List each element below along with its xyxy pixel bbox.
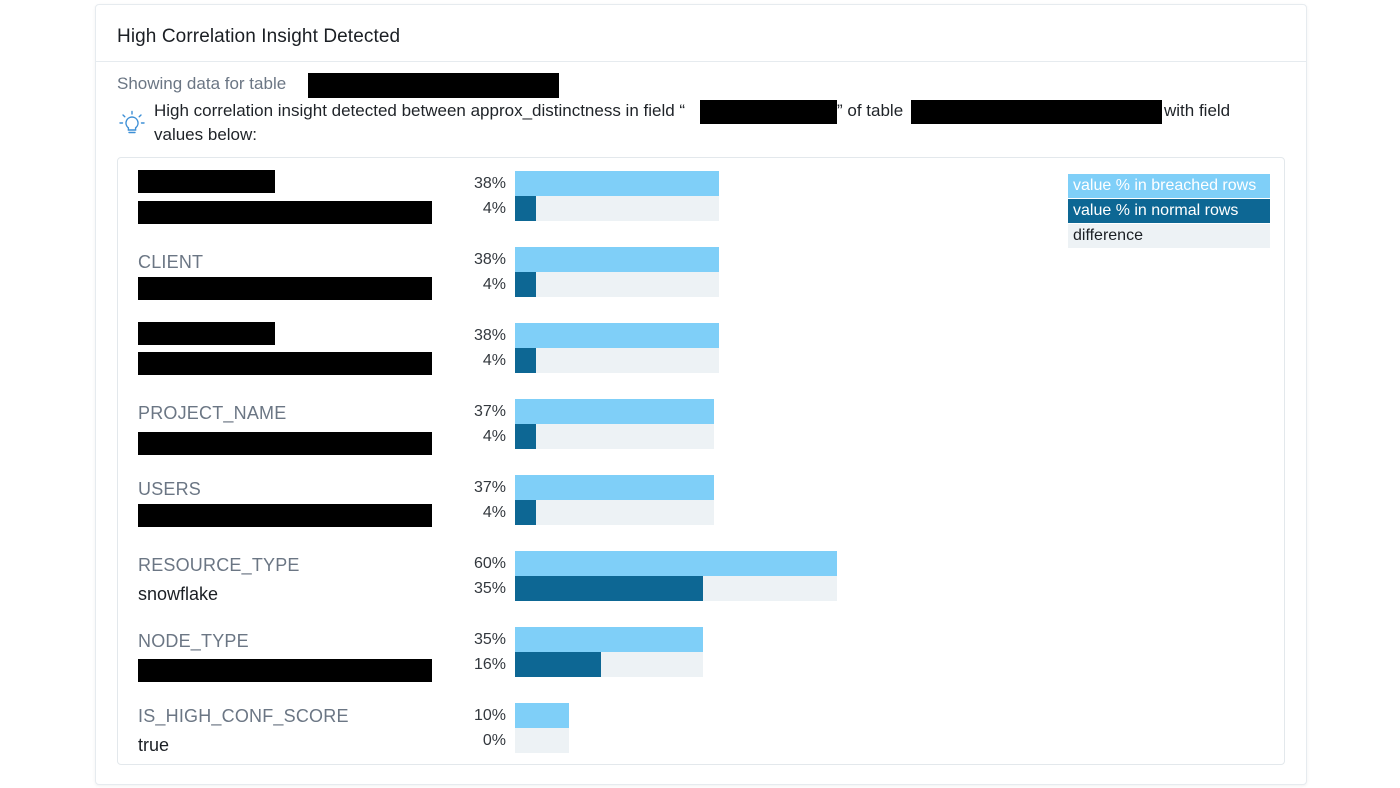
breached-bar bbox=[515, 475, 714, 500]
redacted-field-value bbox=[138, 352, 432, 375]
redacted-field-label bbox=[138, 170, 275, 193]
normal-bar bbox=[515, 576, 703, 601]
redacted-field-value bbox=[138, 504, 432, 527]
normal-pct-label: 4% bbox=[482, 276, 506, 293]
breached-pct-label: 38% bbox=[473, 175, 506, 192]
normal-bar bbox=[515, 196, 536, 221]
difference-bar bbox=[515, 196, 719, 221]
lightbulb-icon bbox=[119, 110, 145, 134]
breached-bar bbox=[515, 627, 703, 652]
field-name: NODE_TYPE bbox=[138, 631, 249, 651]
breached-pct-label: 38% bbox=[473, 251, 506, 268]
table-subtitle: Showing data for table bbox=[117, 74, 287, 93]
normal-pct-label: 4% bbox=[482, 428, 506, 445]
normal-pct-label: 0% bbox=[482, 732, 506, 749]
field-value: snowflake bbox=[138, 584, 219, 604]
legend-normal: value % in normal rows bbox=[1068, 199, 1270, 223]
normal-bar bbox=[515, 424, 536, 449]
field-name: CLIENT bbox=[138, 252, 204, 272]
breached-pct-label: 37% bbox=[473, 479, 506, 496]
difference-bar bbox=[515, 500, 714, 525]
insight-text-line2: values below: bbox=[154, 125, 258, 144]
breached-bar bbox=[515, 247, 719, 272]
insight-panel: High Correlation Insight Detected Showin… bbox=[95, 4, 1307, 785]
legend-difference: difference bbox=[1068, 224, 1270, 248]
correlation-chart: 38% 4% CLIENT 38% 4% 38% 4% PROJECT_NAME… bbox=[117, 157, 1285, 765]
difference-bar bbox=[515, 272, 719, 297]
breached-pct-label: 60% bbox=[473, 555, 506, 572]
normal-pct-label: 4% bbox=[482, 352, 506, 369]
normal-bar bbox=[515, 348, 536, 373]
panel-header: High Correlation Insight Detected bbox=[96, 5, 1306, 62]
redacted-field-value bbox=[138, 201, 432, 224]
normal-pct-label: 4% bbox=[482, 504, 506, 521]
breached-pct-label: 35% bbox=[473, 631, 506, 648]
difference-bar bbox=[515, 348, 719, 373]
difference-bar bbox=[515, 424, 714, 449]
redacted-field-value bbox=[138, 277, 432, 300]
normal-bar bbox=[515, 500, 536, 525]
redacted-field-label bbox=[138, 322, 275, 345]
redacted-field-value bbox=[138, 432, 432, 455]
panel-title: High Correlation Insight Detected bbox=[117, 26, 401, 47]
field-name: RESOURCE_TYPE bbox=[138, 555, 300, 575]
normal-pct-label: 16% bbox=[473, 656, 506, 673]
normal-bar bbox=[515, 652, 601, 677]
field-name: USERS bbox=[138, 479, 202, 499]
redacted-field-name bbox=[700, 100, 837, 124]
breached-pct-label: 10% bbox=[473, 707, 506, 724]
insight-text-mid: ” of table bbox=[837, 101, 904, 120]
redacted-field-value bbox=[138, 659, 432, 682]
breached-bar bbox=[515, 171, 719, 196]
breached-bar bbox=[515, 551, 837, 576]
difference-bar bbox=[515, 728, 569, 753]
normal-pct-label: 35% bbox=[473, 580, 506, 597]
redacted-table-name-2 bbox=[911, 100, 1162, 124]
breached-pct-label: 38% bbox=[473, 327, 506, 344]
normal-bar bbox=[515, 272, 536, 297]
breached-pct-label: 37% bbox=[473, 403, 506, 420]
breached-bar bbox=[515, 323, 719, 348]
field-value: true bbox=[138, 735, 170, 755]
redacted-table-name bbox=[308, 73, 559, 98]
normal-pct-label: 4% bbox=[482, 200, 506, 217]
insight-text-end: with field bbox=[1164, 101, 1231, 120]
field-name: IS_HIGH_CONF_SCORE bbox=[138, 706, 349, 726]
insight-text-start: High correlation insight detected betwee… bbox=[154, 101, 686, 120]
legend-breached: value % in breached rows bbox=[1068, 174, 1270, 198]
breached-bar bbox=[515, 703, 569, 728]
breached-bar bbox=[515, 399, 714, 424]
field-name: PROJECT_NAME bbox=[138, 403, 287, 423]
chart-legend: value % in breached rows value % in norm… bbox=[1068, 174, 1270, 249]
